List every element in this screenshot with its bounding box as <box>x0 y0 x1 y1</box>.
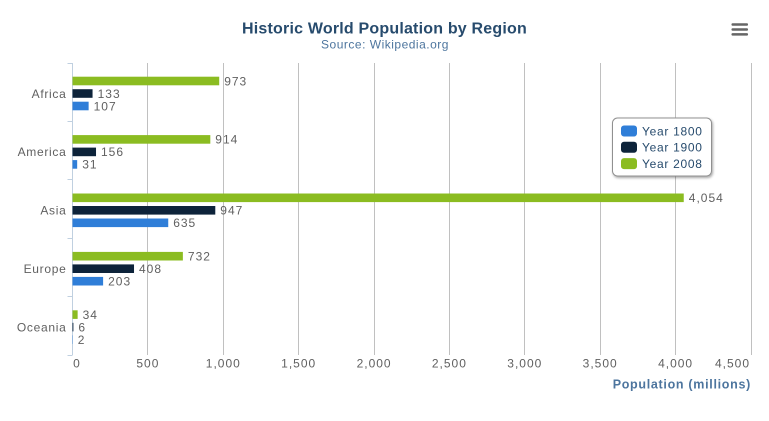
svg-text:Historic World Population by R: Historic World Population by Region <box>242 21 527 38</box>
svg-text:635: 635 <box>173 216 196 230</box>
svg-text:3,000: 3,000 <box>507 357 542 371</box>
svg-text:Source: Wikipedia.org: Source: Wikipedia.org <box>321 37 449 51</box>
svg-text:732: 732 <box>188 250 211 264</box>
svg-text:4,054: 4,054 <box>689 191 724 205</box>
svg-text:156: 156 <box>101 145 124 159</box>
svg-text:947: 947 <box>220 204 243 218</box>
svg-text:2,000: 2,000 <box>357 357 392 371</box>
svg-text:America: America <box>18 145 67 159</box>
svg-text:Africa: Africa <box>32 87 67 101</box>
svg-text:1,000: 1,000 <box>206 357 241 371</box>
svg-text:Europe: Europe <box>24 262 67 276</box>
svg-text:Year 2008: Year 2008 <box>642 157 703 171</box>
svg-text:2: 2 <box>78 333 86 347</box>
svg-text:Year 1900: Year 1900 <box>642 141 703 155</box>
svg-text:0: 0 <box>73 357 81 371</box>
svg-text:Population (millions): Population (millions) <box>613 378 751 392</box>
svg-text:107: 107 <box>94 99 117 113</box>
svg-text:408: 408 <box>139 262 162 276</box>
svg-text:31: 31 <box>82 158 97 172</box>
svg-text:1,500: 1,500 <box>281 357 316 371</box>
svg-text:4,000: 4,000 <box>658 357 693 371</box>
svg-text:Oceania: Oceania <box>17 320 67 334</box>
svg-text:203: 203 <box>108 275 131 289</box>
svg-text:4,500: 4,500 <box>715 357 750 371</box>
svg-text:973: 973 <box>224 74 247 88</box>
svg-text:Year 1800: Year 1800 <box>642 124 703 138</box>
svg-text:914: 914 <box>215 133 238 147</box>
svg-text:500: 500 <box>136 357 159 371</box>
svg-text:2,500: 2,500 <box>432 357 467 371</box>
svg-text:3,500: 3,500 <box>583 357 618 371</box>
svg-text:Asia: Asia <box>40 204 66 218</box>
